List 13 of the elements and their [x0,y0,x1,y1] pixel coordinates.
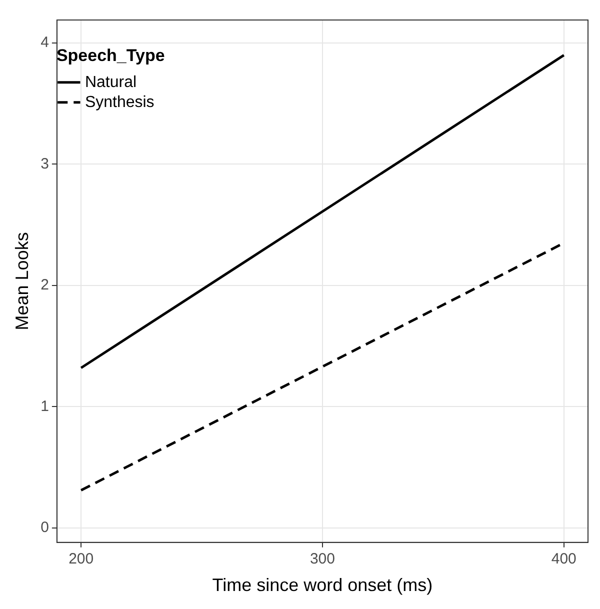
legend-label: Synthesis [84,94,154,111]
y-axis-title: Mean Looks [12,232,32,330]
x-axis-title: Time since word onset (ms) [212,575,433,596]
y-tick-label: 4 [40,34,49,52]
x-tick-label: 400 [551,550,576,568]
y-tick-label: 2 [40,276,49,294]
y-tick-label: 1 [40,398,49,415]
legend-label: Natural [84,74,137,91]
y-tick-label: 3 [40,155,49,172]
y-tick-label: 0 [40,518,49,536]
x-tick-label: 300 [310,550,335,568]
legend-title: Speech_Type [56,46,165,66]
x-tick-label: 200 [68,550,94,568]
